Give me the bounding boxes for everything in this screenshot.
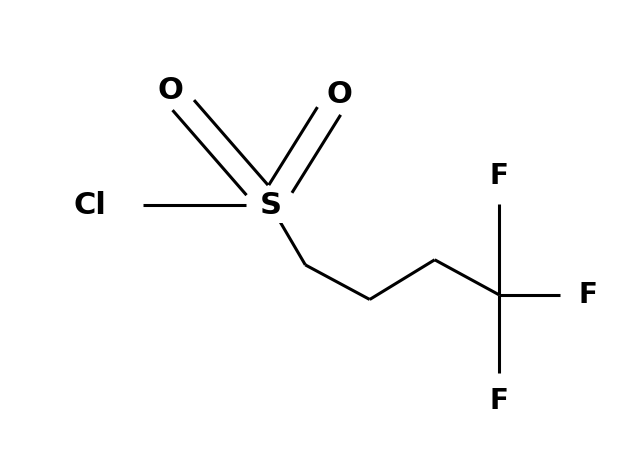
Text: F: F xyxy=(579,281,598,309)
Text: F: F xyxy=(490,387,509,415)
Text: Cl: Cl xyxy=(74,191,106,219)
Text: O: O xyxy=(157,76,183,105)
Text: S: S xyxy=(259,191,282,219)
Text: O: O xyxy=(326,80,352,110)
Text: F: F xyxy=(490,162,509,190)
